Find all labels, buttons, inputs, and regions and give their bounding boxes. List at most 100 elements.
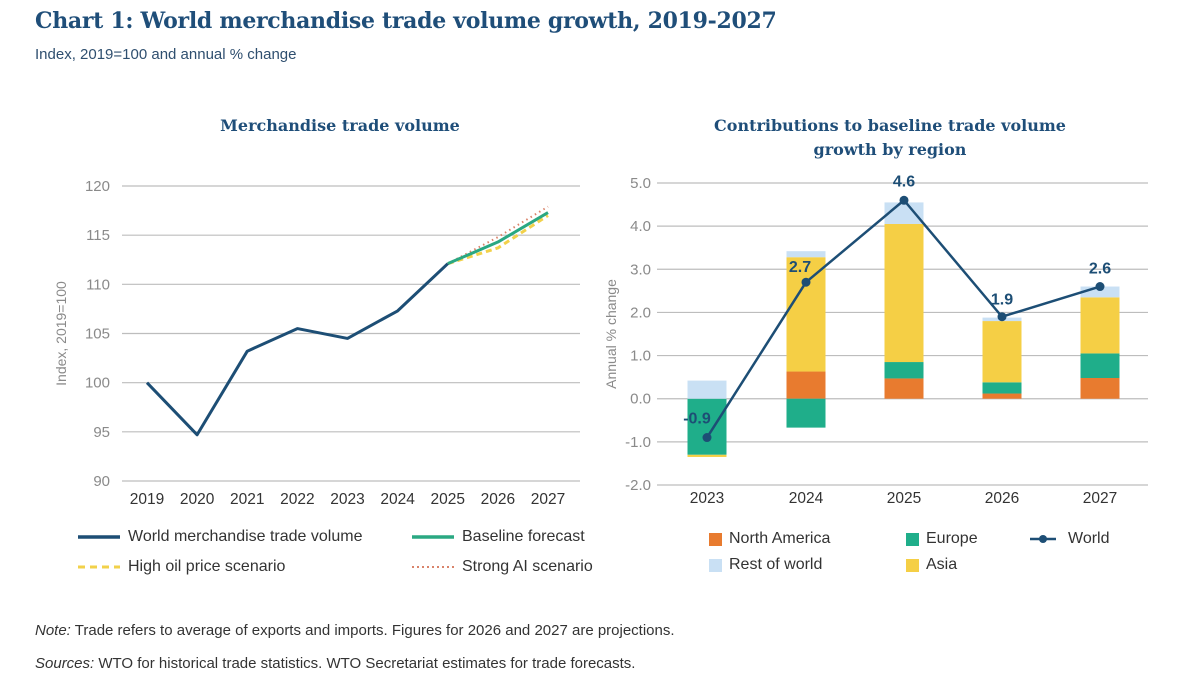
y-tick-label: 105 bbox=[85, 326, 110, 343]
legend-item-rest-of-world[interactable]: Rest of world bbox=[709, 556, 822, 574]
series-line-baseline-forecast bbox=[447, 211, 549, 266]
y-tick-label: 5.0 bbox=[630, 175, 651, 192]
bar-rest-of-world bbox=[786, 251, 826, 258]
series-line-high-oil-price-scenario bbox=[447, 214, 549, 266]
x-tick-label: 2025 bbox=[887, 490, 921, 507]
y-tick-label: 1.0 bbox=[630, 348, 651, 365]
sources-text: WTO for historical trade statistics. WTO… bbox=[94, 655, 636, 672]
bar-europe bbox=[982, 382, 1022, 394]
series-line-strong-ai-scenario bbox=[447, 205, 549, 265]
stacked-bar-chart: -2.0 -1.0 0.0 1.0 2.0 3.0 4.0 5.0 2023 2024 2025 20… bbox=[603, 173, 1148, 507]
bar-rest-of-world bbox=[687, 380, 727, 399]
legend-line-marker-icon bbox=[1030, 535, 1056, 543]
bar-europe bbox=[1080, 353, 1120, 379]
footnote-label: Note: bbox=[35, 622, 71, 639]
world-data-label: -0.9 bbox=[683, 411, 711, 428]
right-panel-title-line-1: Contributions to baseline trade volume bbox=[714, 116, 1066, 135]
world-point bbox=[899, 195, 909, 205]
bar-rest-of-world bbox=[1080, 286, 1120, 298]
y-tick-label: 0.0 bbox=[630, 391, 651, 408]
legend-label: Strong AI scenario bbox=[462, 558, 593, 575]
x-tick-label: 2019 bbox=[130, 491, 164, 508]
x-tick-label: 2022 bbox=[280, 491, 314, 508]
sources-label: Sources: bbox=[35, 655, 95, 672]
chart-title: Chart 1: World merchandise trade volume … bbox=[35, 8, 777, 34]
legend-square-icon bbox=[906, 532, 919, 546]
legend-solid-line-icon bbox=[412, 535, 454, 539]
bar-asia bbox=[786, 257, 826, 372]
y-tick-label: 120 bbox=[85, 178, 110, 195]
bar-north-america bbox=[1080, 378, 1120, 399]
bar-europe bbox=[687, 398, 727, 455]
bar-europe bbox=[786, 398, 826, 428]
x-tick-label: 2024 bbox=[380, 491, 415, 508]
legend-label: High oil price scenario bbox=[128, 558, 286, 575]
world-point bbox=[997, 312, 1007, 322]
bar-asia bbox=[884, 223, 924, 363]
legend-item-asia[interactable]: Asia bbox=[906, 556, 957, 574]
legend-label: North America bbox=[729, 530, 831, 547]
footnote: Note: Trade refers to average of exports… bbox=[35, 622, 675, 639]
legend-square-icon bbox=[906, 558, 919, 572]
y-tick-label: 4.0 bbox=[630, 218, 651, 235]
bar-north-america bbox=[982, 393, 1022, 399]
legend-item-high-oil[interactable]: High oil price scenario bbox=[78, 558, 285, 576]
sources: Sources: WTO for historical trade statis… bbox=[35, 655, 635, 672]
legend-label: Europe bbox=[926, 530, 978, 547]
x-tick-label: 2024 bbox=[789, 490, 824, 507]
x-tick-label: 2023 bbox=[330, 491, 364, 508]
series-line-world-merchandise-trade-volume bbox=[145, 262, 449, 437]
legend-label: Asia bbox=[926, 556, 958, 573]
left-panel-title: Merchandise trade volume bbox=[220, 116, 460, 135]
chart-subtitle: Index, 2019=100 and annual % change bbox=[35, 46, 297, 63]
right-panel-title: Contributions to baseline trade volume g… bbox=[650, 114, 1130, 162]
y-axis-label: Annual % change bbox=[603, 279, 619, 389]
right-panel-title-line-2: growth by region bbox=[813, 140, 967, 159]
legend-square-icon bbox=[709, 532, 722, 546]
line-chart: 90 95 100 105 110 115 120 2019 2020 2021 2022 2023 2… bbox=[53, 178, 580, 508]
y-tick-label: 110 bbox=[86, 276, 110, 293]
y-tick-label: 115 bbox=[86, 227, 110, 244]
legend-item-baseline[interactable]: Baseline forecast bbox=[412, 528, 585, 546]
legend-square-icon bbox=[709, 558, 722, 572]
x-tick-label: 2027 bbox=[1083, 490, 1117, 507]
y-tick-label: 100 bbox=[85, 375, 110, 392]
legend-label: World bbox=[1068, 530, 1110, 547]
world-data-label: 2.7 bbox=[789, 259, 811, 276]
legend-solid-line-icon bbox=[78, 535, 120, 539]
y-tick-label: 90 bbox=[93, 473, 110, 490]
x-tick-label: 2020 bbox=[180, 491, 215, 508]
legend-label: World merchandise trade volume bbox=[128, 528, 363, 545]
legend-item-europe[interactable]: Europe bbox=[906, 530, 978, 548]
y-tick-label: 2.0 bbox=[630, 304, 651, 321]
bar-asia bbox=[687, 454, 727, 457]
legend-item-world[interactable]: World bbox=[1030, 530, 1110, 548]
bar-asia bbox=[982, 321, 1022, 383]
legend-item-world-volume[interactable]: World merchandise trade volume bbox=[78, 528, 362, 546]
x-tick-label: 2021 bbox=[230, 491, 264, 508]
x-tick-label: 2023 bbox=[690, 490, 724, 507]
legend-label: Rest of world bbox=[729, 556, 823, 573]
world-point bbox=[801, 277, 811, 287]
legend-label: Baseline forecast bbox=[462, 528, 585, 545]
legend-dotted-line-icon bbox=[412, 566, 454, 568]
world-data-label: 4.6 bbox=[893, 173, 915, 190]
y-tick-label: 95 bbox=[93, 424, 110, 441]
world-data-label: 2.6 bbox=[1089, 261, 1111, 278]
bar-north-america bbox=[884, 378, 924, 399]
y-axis-label: Index, 2019=100 bbox=[53, 281, 69, 386]
x-tick-label: 2026 bbox=[985, 490, 1019, 507]
legend-item-strong-ai[interactable]: Strong AI scenario bbox=[412, 558, 593, 576]
y-tick-label: 3.0 bbox=[630, 261, 651, 278]
x-tick-label: 2025 bbox=[431, 491, 465, 508]
world-data-label: 1.9 bbox=[991, 292, 1013, 309]
bar-asia bbox=[1080, 297, 1120, 354]
legend-item-north-america[interactable]: North America bbox=[709, 530, 830, 548]
y-tick-label: -2.0 bbox=[625, 477, 651, 494]
y-tick-label: -1.0 bbox=[625, 434, 651, 451]
x-tick-label: 2027 bbox=[531, 491, 565, 508]
bar-europe bbox=[884, 362, 924, 379]
footnote-text: Trade refers to average of exports and i… bbox=[70, 622, 675, 639]
legend-dashed-line-icon bbox=[78, 565, 120, 569]
x-tick-label: 2026 bbox=[481, 491, 515, 508]
